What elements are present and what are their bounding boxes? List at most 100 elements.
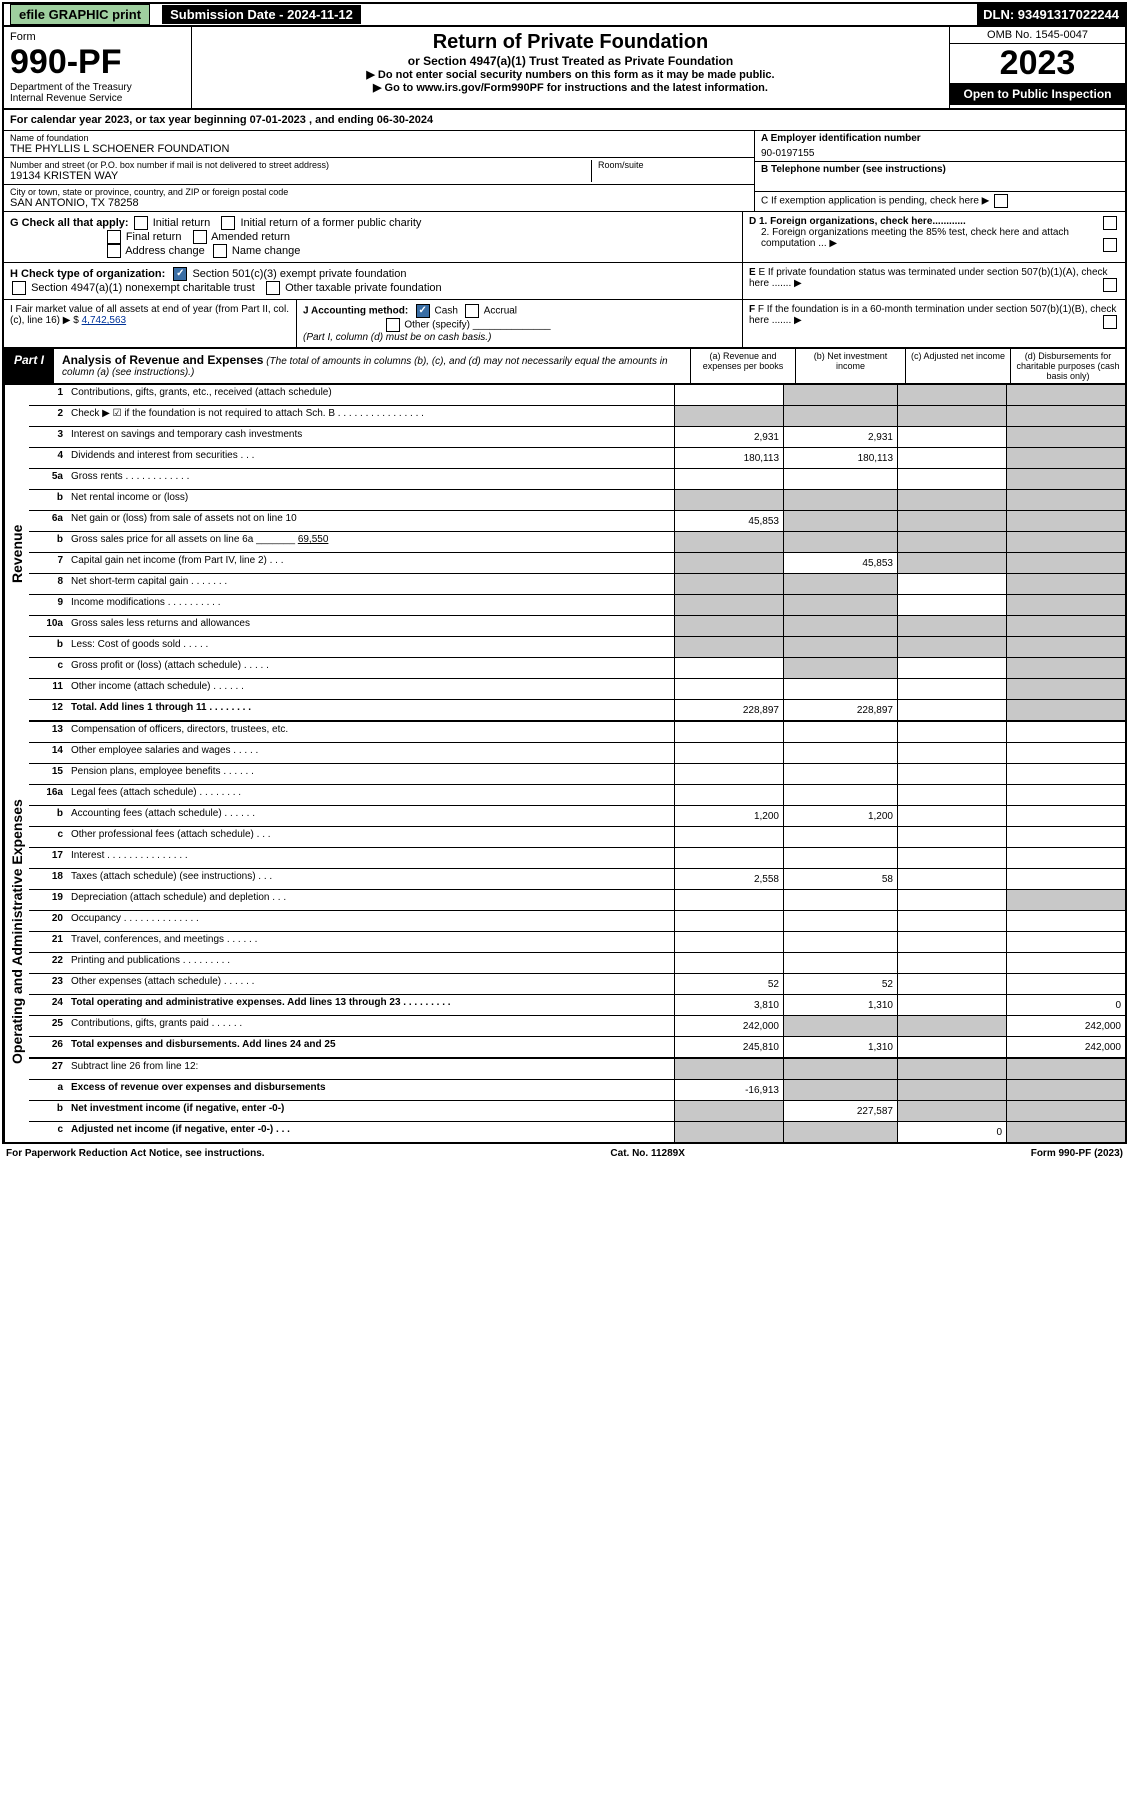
form-number: 990-PF <box>10 43 185 82</box>
line-2: Check ▶ ☑ if the foundation is not requi… <box>67 406 674 426</box>
line-7: Capital gain net income (from Part IV, l… <box>67 553 674 573</box>
j-accrual-checkbox[interactable] <box>465 304 479 318</box>
line-13: Compensation of officers, directors, tru… <box>67 722 674 742</box>
dept-label: Department of the Treasury <box>10 82 185 93</box>
submission-date: Submission Date - 2024-11-12 <box>162 5 361 24</box>
address-change-checkbox[interactable] <box>107 244 121 258</box>
l23-b: 52 <box>783 974 897 994</box>
final-return-checkbox[interactable] <box>107 230 121 244</box>
line-26: Total expenses and disbursements. Add li… <box>67 1037 674 1057</box>
opadmin-label: Operating and Administrative Expenses <box>4 722 29 1142</box>
l26-b: 1,310 <box>783 1037 897 1057</box>
amended-checkbox[interactable] <box>193 230 207 244</box>
initial-former-label: Initial return of a former public charit… <box>240 217 421 229</box>
revenue-section: Revenue 1Contributions, gifts, grants, e… <box>4 384 1125 722</box>
initial-former-checkbox[interactable] <box>221 216 235 230</box>
line-16a: Legal fees (attach schedule) . . . . . .… <box>67 785 674 805</box>
l16b-b: 1,200 <box>783 806 897 826</box>
street-label: Number and street (or P.O. box number if… <box>10 160 591 170</box>
part-1-title: Analysis of Revenue and Expenses <box>62 353 263 367</box>
l4-b: 180,113 <box>783 448 897 468</box>
part-1-header: Part I Analysis of Revenue and Expenses … <box>4 349 1125 384</box>
form-title: Return of Private Foundation <box>200 31 941 54</box>
l3-a: 2,931 <box>674 427 783 447</box>
line-24: Total operating and administrative expen… <box>67 995 674 1015</box>
check-section-h: H Check type of organization: Section 50… <box>4 263 1125 300</box>
c-pending-checkbox[interactable] <box>994 194 1008 208</box>
h-other-label: Other taxable private foundation <box>285 282 442 294</box>
l18-a: 2,558 <box>674 869 783 889</box>
col-d-header: (d) Disbursements for charitable purpose… <box>1010 349 1125 383</box>
l18-b: 58 <box>783 869 897 889</box>
room-label: Room/suite <box>598 160 748 170</box>
h-4947-checkbox[interactable] <box>12 281 26 295</box>
d1-checkbox[interactable] <box>1103 216 1117 230</box>
f-label: F If the foundation is in a 60-month ter… <box>749 304 1116 326</box>
line-11: Other income (attach schedule) . . . . .… <box>67 679 674 699</box>
l23-a: 52 <box>674 974 783 994</box>
e-checkbox[interactable] <box>1103 278 1117 292</box>
form-page: efile GRAPHIC print Submission Date - 20… <box>2 2 1127 1144</box>
j-other-checkbox[interactable] <box>386 318 400 332</box>
name-label: Name of foundation <box>10 133 748 143</box>
part-1-label: Part I <box>4 349 54 383</box>
l4-a: 180,113 <box>674 448 783 468</box>
e-label: E If private foundation status was termi… <box>749 267 1108 289</box>
top-bar: efile GRAPHIC print Submission Date - 20… <box>4 4 1125 27</box>
line-12: Total. Add lines 1 through 11 . . . . . … <box>67 700 674 720</box>
line-25: Contributions, gifts, grants paid . . . … <box>67 1016 674 1036</box>
form-subtitle: or Section 4947(a)(1) Trust Treated as P… <box>200 54 941 68</box>
footer-right: Form 990-PF (2023) <box>1031 1148 1123 1159</box>
line-15: Pension plans, employee benefits . . . .… <box>67 764 674 784</box>
line-22: Printing and publications . . . . . . . … <box>67 953 674 973</box>
f-checkbox[interactable] <box>1103 315 1117 329</box>
form-label: Form <box>10 31 185 43</box>
col-a-header: (a) Revenue and expenses per books <box>690 349 795 383</box>
footer-mid: Cat. No. 11289X <box>610 1148 684 1159</box>
line-18: Taxes (attach schedule) (see instruction… <box>67 869 674 889</box>
line-17: Interest . . . . . . . . . . . . . . . <box>67 848 674 868</box>
j-cash-checkbox[interactable] <box>416 304 430 318</box>
calendar-year-line: For calendar year 2023, or tax year begi… <box>4 110 1125 131</box>
line-27a: Excess of revenue over expenses and disb… <box>67 1080 674 1100</box>
initial-return-checkbox[interactable] <box>134 216 148 230</box>
omb-number: OMB No. 1545-0047 <box>950 27 1125 44</box>
l3-b: 2,931 <box>783 427 897 447</box>
initial-return-label: Initial return <box>153 217 210 229</box>
l12-b: 228,897 <box>783 700 897 720</box>
l27b-b: 227,587 <box>783 1101 897 1121</box>
name-change-checkbox[interactable] <box>213 244 227 258</box>
city-label: City or town, state or province, country… <box>10 187 748 197</box>
h-label: H Check type of organization: <box>10 268 165 280</box>
col-c-header: (c) Adjusted net income <box>905 349 1010 383</box>
final-return-label: Final return <box>126 231 182 243</box>
line-6a: Net gain or (loss) from sale of assets n… <box>67 511 674 531</box>
j-note: (Part I, column (d) must be on cash basi… <box>303 332 491 343</box>
line-6b: Gross sales price for all assets on line… <box>67 532 674 552</box>
expenses-section: Operating and Administrative Expenses 13… <box>4 722 1125 1142</box>
line-10c: Gross profit or (loss) (attach schedule)… <box>67 658 674 678</box>
h-501c3-checkbox[interactable] <box>173 267 187 281</box>
j-other-label: Other (specify) <box>404 320 470 331</box>
l27c-c: 0 <box>897 1122 1006 1142</box>
l25-a: 242,000 <box>674 1016 783 1036</box>
l25-d: 242,000 <box>1006 1016 1125 1036</box>
l27a-a: -16,913 <box>674 1080 783 1100</box>
col-b-header: (b) Net investment income <box>795 349 905 383</box>
c-pending-label: C If exemption application is pending, c… <box>761 196 989 207</box>
h-other-checkbox[interactable] <box>266 281 280 295</box>
ein-value: 90-0197155 <box>761 144 1119 159</box>
instr-2: ▶ Go to www.irs.gov/Form990PF for instru… <box>200 81 941 94</box>
line-27c: Adjusted net income (if negative, enter … <box>67 1122 674 1142</box>
l6a-a: 45,853 <box>674 511 783 531</box>
line-23: Other expenses (attach schedule) . . . .… <box>67 974 674 994</box>
line-20: Occupancy . . . . . . . . . . . . . . <box>67 911 674 931</box>
d1-label: D 1. Foreign organizations, check here..… <box>749 216 966 227</box>
foundation-name: THE PHYLLIS L SCHOENER FOUNDATION <box>10 143 748 155</box>
line-16b: Accounting fees (attach schedule) . . . … <box>67 806 674 826</box>
line-10a: Gross sales less returns and allowances <box>67 616 674 636</box>
line-3: Interest on savings and temporary cash i… <box>67 427 674 447</box>
efile-button[interactable]: efile GRAPHIC print <box>10 4 150 25</box>
l26-d: 242,000 <box>1006 1037 1125 1057</box>
d2-checkbox[interactable] <box>1103 238 1117 252</box>
